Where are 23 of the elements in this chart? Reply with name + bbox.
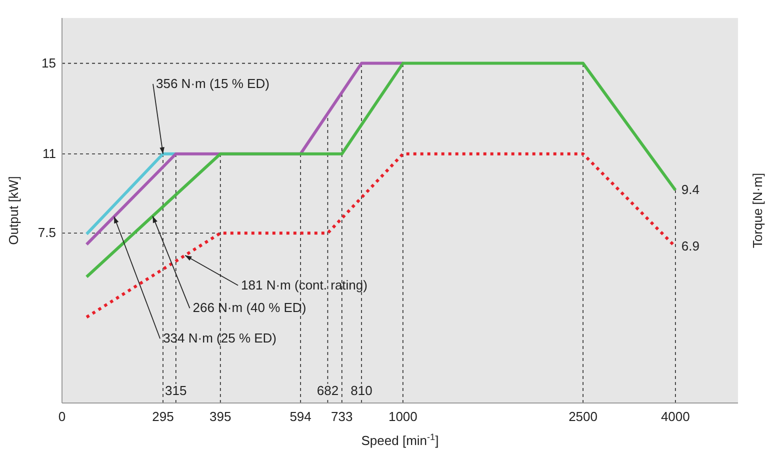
annotation: 334 N·m (25 % ED) (163, 330, 276, 346)
ref-line-label: 810 (350, 383, 372, 398)
y-axis-title: Output [kW] (6, 176, 21, 245)
x-tick-label: 295 (152, 409, 174, 424)
x-tick-label: 4000 (660, 409, 690, 424)
ref-line-label: 315 (165, 383, 187, 398)
x-axis-title: Speed [min$^{-1}$] (361, 432, 439, 448)
y2-axis-title: Torque [N·m] (750, 172, 765, 248)
y-tick-label: 11 (42, 146, 56, 161)
annotation: 181 N·m (cont. rating) (241, 277, 368, 292)
y-tick-label: 7.5 (38, 225, 56, 240)
x-tick-label: 733 (331, 409, 353, 424)
data-label: 6.9 (681, 238, 700, 254)
annotation: 266 N·m (40 % ED) (192, 300, 306, 316)
data-label: 9.4 (681, 182, 700, 198)
annotation: 356 N·m (15 % ED) (156, 76, 270, 91)
x-tick-label: 0 (58, 409, 66, 424)
ref-line-label: 682 (316, 383, 339, 398)
x-tick-label: 395 (210, 409, 232, 424)
x-tick-label: 594 (290, 409, 312, 424)
x-tick-label: 2500 (568, 409, 598, 424)
y-tick-label: 15 (42, 55, 56, 70)
x-tick-label: 1000 (388, 409, 418, 424)
